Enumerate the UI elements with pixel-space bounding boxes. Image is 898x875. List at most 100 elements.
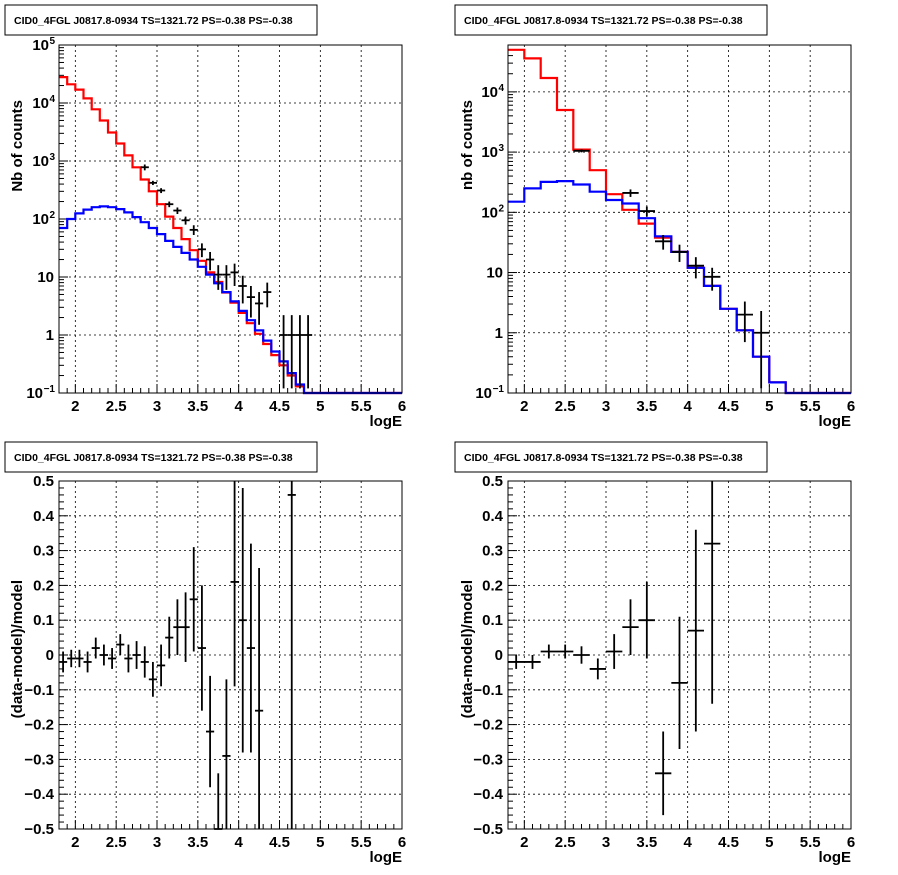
x-axis-title: logE — [819, 849, 852, 866]
data-point — [255, 568, 264, 829]
y-tick-label: 0.3 — [482, 543, 503, 560]
data-point — [671, 616, 688, 749]
chart-title: CID0_4FGL J0817.8-0934 TS=1321.72 PS=-0.… — [464, 15, 743, 27]
data-point — [140, 164, 149, 171]
data-point — [230, 263, 239, 286]
x-tick-label: 4.5 — [269, 834, 290, 851]
data-point — [573, 646, 590, 664]
y-tick-label: 10 — [37, 269, 54, 286]
x-tick-label: 6 — [847, 398, 855, 415]
x-tick-label: 5 — [316, 398, 324, 415]
data-point — [687, 529, 704, 732]
data-point — [189, 225, 198, 235]
x-tick-label: 2.5 — [106, 398, 127, 415]
data-point — [279, 315, 288, 389]
x-tick-label: 3.5 — [636, 834, 657, 851]
axis-ticks — [58, 47, 403, 394]
data-points — [140, 164, 313, 389]
y-tick-label: −0.1 — [473, 682, 503, 699]
y-tick-label: 0.4 — [33, 508, 55, 525]
data-point — [206, 675, 215, 788]
y-tick-label: −0.4 — [473, 786, 503, 803]
data-point — [173, 599, 182, 655]
plot-area — [508, 45, 851, 393]
y-tick-label: −0.5 — [473, 821, 503, 838]
y-tick-label: 10 — [26, 385, 43, 402]
x-tick-label: 3 — [153, 834, 161, 851]
data-point — [287, 481, 296, 829]
residuals-right-panel: 2 2.5 3 3.5 4 4.5 5 5.5 6 −0.5 −0.4 −0.3 −0.2 −0.1 0 0.… — [454, 441, 855, 866]
y-axis-title: Nb of counts — [9, 100, 26, 192]
x-tick-label: 6 — [847, 834, 855, 851]
data-point — [263, 282, 272, 308]
data-point — [508, 655, 525, 669]
y-tick-exponent: 3 — [498, 143, 504, 154]
data-point — [148, 661, 157, 697]
title-box — [4, 4, 318, 36]
data-point — [222, 265, 231, 290]
data-point — [230, 481, 239, 687]
title-box — [4, 441, 318, 473]
data-point — [557, 644, 574, 659]
data-point — [687, 257, 704, 279]
data-point — [91, 637, 100, 659]
data-point — [75, 649, 84, 668]
axis-ticks — [507, 480, 852, 830]
y-tick-label: 0.5 — [482, 473, 503, 490]
x-tick-label: 2.5 — [555, 834, 576, 851]
y-tick-label: −0.3 — [473, 751, 503, 768]
x-tick-label: 4 — [683, 398, 692, 415]
data-point — [573, 149, 590, 153]
y-tick-label: −0.2 — [473, 717, 503, 734]
x-tick-label: 6 — [398, 398, 406, 415]
y-tick-exponent: −1 — [44, 384, 56, 395]
y-tick-exponent: 3 — [49, 152, 55, 163]
y-tick-label: 0.5 — [33, 473, 54, 490]
data-point — [59, 651, 68, 673]
x-tick-label: 4.5 — [718, 834, 739, 851]
y-tick-label: 1 — [495, 325, 503, 342]
y-tick-label: 10 — [486, 265, 503, 282]
x-tick-label: 5 — [316, 834, 324, 851]
data-point — [99, 644, 108, 666]
x-tick-label: 3 — [602, 834, 610, 851]
x-tick-label: 5.5 — [800, 398, 821, 415]
y-tick-exponent: −1 — [493, 384, 505, 395]
data-point — [540, 644, 557, 659]
x-tick-label: 4.5 — [718, 398, 739, 415]
y-tick-label: 10 — [475, 385, 492, 402]
y-axis-title: nb of counts — [459, 100, 476, 190]
data-point — [83, 651, 92, 673]
data-point — [295, 315, 304, 389]
data-point — [197, 585, 206, 711]
x-tick-label: 5.5 — [351, 398, 372, 415]
chart-title: CID0_4FGL J0817.8-0934 TS=1321.72 PS=-0.… — [464, 452, 743, 464]
data-point — [524, 655, 541, 669]
title-box — [454, 4, 768, 36]
data-points — [59, 481, 296, 830]
data-point — [173, 207, 182, 214]
data-point — [606, 634, 623, 669]
grid-lines — [59, 45, 402, 393]
data-point — [671, 244, 688, 262]
y-tick-label: 0.2 — [482, 577, 503, 594]
x-tick-label: 2 — [520, 834, 528, 851]
y-tick-label: 10 — [481, 84, 498, 101]
data-point — [753, 310, 770, 389]
data-point — [157, 644, 166, 687]
data-point — [704, 481, 721, 704]
data-point — [638, 206, 655, 217]
y-tick-label: 0.3 — [33, 543, 54, 560]
x-axis-title: logE — [819, 413, 852, 430]
y-tick-label: 10 — [32, 95, 49, 112]
data-point — [165, 616, 174, 659]
data-points — [573, 149, 770, 389]
data-point — [181, 592, 190, 662]
data-point — [157, 188, 166, 194]
y-axis-title: (data-model)/model — [459, 580, 476, 718]
data-point — [222, 679, 231, 829]
data-point — [704, 267, 721, 291]
y-tick-exponent: 2 — [49, 210, 55, 221]
y-tick-label: 10 — [32, 153, 49, 170]
